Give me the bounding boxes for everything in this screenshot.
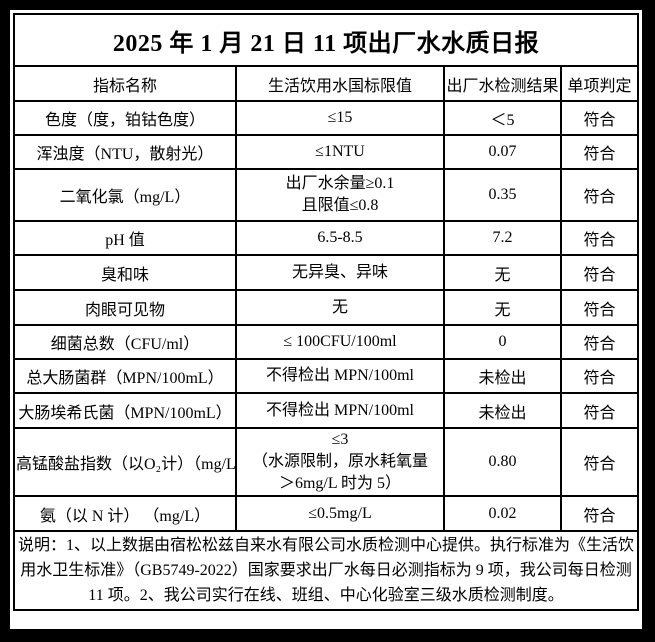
limit-cell: ≤3 （水源限制，原水耗氧量 ＞6mg/L 时为 5） [235,427,445,497]
judgment-cell: 符合 [560,495,639,532]
indicator-name-cell: 氨（以 N 计） （mg/L） [13,495,237,532]
limit-cell: 无 [235,289,445,326]
report-page: 2025 年 1 月 21 日 11 项出厂水水质日报 指标名称 生活饮用水国标… [10,10,642,629]
table-row: 浑浊度（NTU，散射光） ≤1NTU 0.07 符合 [13,134,639,170]
result-cell: 0.02 [443,495,562,532]
indicator-name-cell: 大肠埃希氏菌（MPN/100mL） [13,392,237,429]
limit-cell: 无异臭、异味 [235,254,445,291]
table-row: 总大肠菌群（MPN/100mL） 不得检出 MPN/100ml 未检出 符合 [13,358,639,394]
limit-cell: 出厂水余量≥0.1 且限值≤0.8 [235,168,445,222]
limit-cell: ≤1NTU [235,134,445,170]
limit-cell: 6.5-8.5 [235,220,445,256]
indicator-name-cell: pH 值 [13,220,237,256]
indicator-name-cell: 色度（度，铂钴色度） [13,100,237,136]
result-cell: 0.80 [443,427,562,497]
column-header-indicator: 指标名称 [13,65,237,102]
column-header-row: 指标名称 生活饮用水国标限值 出厂水检测结果 单项判定 [13,65,639,102]
judgment-cell: 符合 [560,324,639,360]
result-cell: 未检出 [443,392,562,429]
indicator-name-cell: 臭和味 [13,254,237,291]
judgment-cell: 符合 [560,427,639,497]
result-cell: 0.07 [443,134,562,170]
table-row: 细菌总数（CFU/ml） ≤ 100CFU/100ml 0 符合 [13,324,639,360]
table-row: 色度（度，铂钴色度） ≤15 ＜5 符合 [13,100,639,136]
table-row: 大肠埃希氏菌（MPN/100mL） 不得检出 MPN/100ml 未检出 符合 [13,392,639,429]
limit-cell: 不得检出 MPN/100ml [235,358,445,394]
indicator-name-cell: 细菌总数（CFU/ml） [13,324,237,360]
table-row: 二氧化氯（mg/L） 出厂水余量≥0.1 且限值≤0.8 0.35 符合 [13,168,639,222]
judgment-cell: 符合 [560,289,639,326]
judgment-cell: 符合 [560,254,639,291]
judgment-cell: 符合 [560,100,639,136]
column-header-judgment: 单项判定 [560,65,639,102]
column-header-limit: 生活饮用水国标限值 [235,65,445,102]
limit-cell: ≤15 [235,100,445,136]
result-cell: 未检出 [443,358,562,394]
judgment-cell: 符合 [560,392,639,429]
table-row: 氨（以 N 计） （mg/L） ≤0.5mg/L 0.02 符合 [13,495,639,532]
page-title: 2025 年 1 月 21 日 11 项出厂水水质日报 [13,13,639,67]
indicator-name-cell: 总大肠菌群（MPN/100mL） [13,358,237,394]
result-cell: 7.2 [443,220,562,256]
indicator-name-cell: 浑浊度（NTU，散射光） [13,134,237,170]
title-row: 2025 年 1 月 21 日 11 项出厂水水质日报 [13,13,639,67]
indicator-name-cell: 高锰酸盐指数（以O₂计）（mg/L） [13,427,237,497]
note-row: 说明：1、以上数据由宿松松兹自来水有限公司水质检测中心提供。执行标准为《生活饮用… [13,530,639,611]
table-row: 肉眼可见物 无 无 符合 [13,289,639,326]
column-header-result: 出厂水检测结果 [443,65,562,102]
judgment-cell: 符合 [560,168,639,222]
limit-cell: ≤ 100CFU/100ml [235,324,445,360]
table-row: pH 值 6.5-8.5 7.2 符合 [13,220,639,256]
indicator-name-cell: 肉眼可见物 [13,289,237,326]
table-row: 臭和味 无异臭、异味 无 符合 [13,254,639,291]
judgment-cell: 符合 [560,220,639,256]
limit-cell: ≤0.5mg/L [235,495,445,532]
judgment-cell: 符合 [560,358,639,394]
result-cell: 无 [443,254,562,291]
result-cell: 0 [443,324,562,360]
indicator-name-cell: 二氧化氯（mg/L） [13,168,237,222]
limit-cell: 不得检出 MPN/100ml [235,392,445,429]
judgment-cell: 符合 [560,134,639,170]
result-cell: 0.35 [443,168,562,222]
water-quality-report-table: 2025 年 1 月 21 日 11 项出厂水水质日报 指标名称 生活饮用水国标… [13,13,639,611]
table-row: 高锰酸盐指数（以O₂计）（mg/L） ≤3 （水源限制，原水耗氧量 ＞6mg/L… [13,427,639,497]
report-note: 说明：1、以上数据由宿松松兹自来水有限公司水质检测中心提供。执行标准为《生活饮用… [13,530,639,611]
result-cell: ＜5 [443,100,562,136]
result-cell: 无 [443,289,562,326]
